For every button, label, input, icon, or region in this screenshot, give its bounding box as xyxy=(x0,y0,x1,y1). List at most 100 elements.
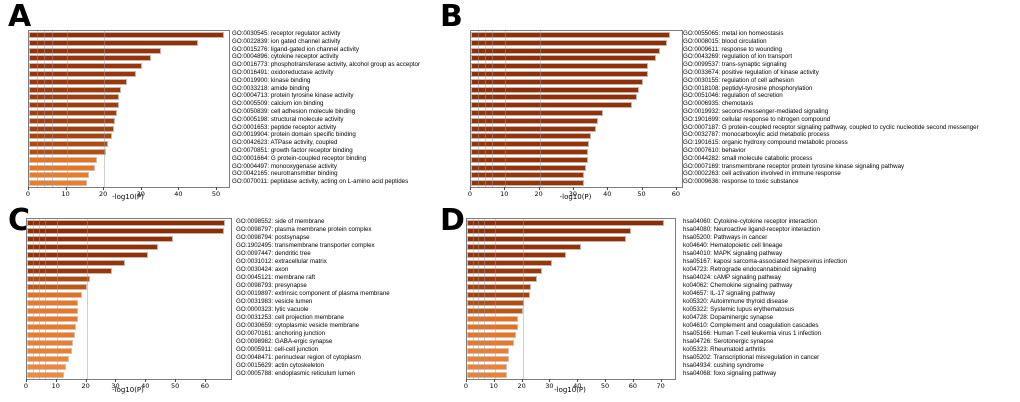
x-axis-ticks: 0 10 20 30 40 50 60 xyxy=(468,187,681,199)
term-label: GO:0019904: protein domain specific bind… xyxy=(232,131,356,139)
bar xyxy=(27,356,69,362)
bar xyxy=(467,292,530,298)
bar xyxy=(467,284,531,290)
term-label: GO:0030545: receptor regulator activity xyxy=(232,30,341,37)
term-label: GO:0007169: transmembrane receptor prote… xyxy=(683,162,905,170)
bar xyxy=(29,172,90,179)
x-tick-mark xyxy=(660,379,662,382)
gridline xyxy=(522,219,524,379)
x-axis-label: -log10(P) xyxy=(554,386,586,394)
term-label: hsa04726: Serotonergic synapse xyxy=(683,338,774,345)
bar xyxy=(27,332,75,338)
x-tick-label: 0 xyxy=(25,190,31,198)
x-tick-label: 10 xyxy=(51,382,60,390)
panel-letter-A: A xyxy=(8,0,32,34)
term-label: GO:0050839: cell adhesion molecule bindi… xyxy=(232,107,356,115)
term-label: ko04657: IL-17 signaling pathway xyxy=(683,290,776,297)
bar xyxy=(29,70,137,77)
bar xyxy=(467,316,519,322)
gridline xyxy=(477,31,479,187)
bar-chart-plot-area xyxy=(466,218,676,380)
term-label: GO:0031012: extracellular matrix xyxy=(236,258,327,265)
bar-chart-plot-area xyxy=(470,30,683,188)
bar xyxy=(471,31,670,38)
x-tick-mark xyxy=(65,187,67,190)
x-tick-mark xyxy=(28,187,29,190)
x-tick-mark xyxy=(103,187,105,190)
bar xyxy=(467,244,581,250)
term-label: GO:0006935: chemotaxis xyxy=(683,100,754,108)
term-label: GO:0016773: phosphotransferase activity,… xyxy=(232,61,421,69)
term-label: hsa04060: Cytokine-cytokine receptor int… xyxy=(683,218,818,225)
x-tick-label: 20 xyxy=(517,382,526,390)
term-label: GO:0004713: protein tyrosine kinase acti… xyxy=(232,92,354,100)
bar xyxy=(471,133,592,140)
x-tick-mark xyxy=(577,379,579,382)
bar-chart-plot-area xyxy=(28,30,230,188)
x-tick-label: 40 xyxy=(174,190,183,198)
term-label: GO:0004896: cytokine receptor activity xyxy=(232,53,339,61)
gridline xyxy=(472,219,474,379)
x-tick-mark xyxy=(675,187,677,190)
term-label: GO:0015629: actin cytoskeleton xyxy=(236,362,325,369)
x-tick-label: 30 xyxy=(111,382,120,390)
x-tick-mark xyxy=(632,379,634,382)
term-label: ko05320: Autoimmune thyroid disease xyxy=(683,298,788,305)
bar xyxy=(27,364,66,370)
term-label: ko04640: Hematopoietic cell lineage xyxy=(683,242,783,249)
gridline xyxy=(86,219,88,379)
x-tick-mark xyxy=(549,379,551,382)
x-tick-label: 0 xyxy=(23,382,29,390)
x-axis-ticks: 0 10 20 30 40 50 60 xyxy=(23,379,230,391)
term-label: GO:0097447: dendritic tree xyxy=(236,250,311,257)
x-tick-label: 60 xyxy=(628,382,637,390)
x-tick-mark xyxy=(466,379,467,382)
bar xyxy=(29,125,114,132)
term-label: GO:0098793: presynapse xyxy=(236,282,307,289)
x-tick-mark xyxy=(605,379,607,382)
term-label: GO:0098797: plasma membrane protein comp… xyxy=(236,226,372,233)
bar xyxy=(27,308,78,314)
term-label: ko04728: Dopaminergic synapse xyxy=(683,314,774,321)
gridline xyxy=(38,219,40,379)
term-label: GO:0019897: extrinsic component of plasm… xyxy=(236,290,390,297)
bar xyxy=(27,220,226,226)
bar xyxy=(471,86,640,93)
term-label: GO:0019932: second-messenger-mediated si… xyxy=(683,107,829,115)
bar xyxy=(467,220,665,226)
bar xyxy=(471,70,648,77)
x-tick-mark xyxy=(607,187,609,190)
x-tick-label: 30 xyxy=(568,190,578,198)
panel-A: A 0 10 20 30 40 50 -log10(P) GO:0030545: rece… xyxy=(0,0,510,202)
term-label: GO:0019900: kinase binding xyxy=(232,76,311,84)
term-label: GO:0009611: response to wounding xyxy=(683,45,782,53)
bar xyxy=(29,55,152,62)
term-label: GO:0031253: cell projection membrane xyxy=(236,314,344,321)
term-label: hsa05202: Transcriptional misregulation … xyxy=(683,354,820,361)
x-tick-mark xyxy=(145,379,147,382)
term-label: GO:0030155: regulation of cell adhesion xyxy=(683,76,794,84)
x-tick-label: 20 xyxy=(534,190,543,198)
x-tick-mark xyxy=(175,379,177,382)
bar xyxy=(29,31,225,38)
bar xyxy=(471,156,588,163)
x-tick-label: 40 xyxy=(141,382,150,390)
bar xyxy=(27,292,83,298)
gridline xyxy=(44,31,46,187)
bar xyxy=(27,244,159,250)
gridline xyxy=(539,31,541,187)
term-labels: GO:0030545: receptor regulator activity G… xyxy=(232,30,420,186)
x-tick-mark xyxy=(85,379,87,382)
gridline xyxy=(505,31,507,187)
x-tick-label: 50 xyxy=(211,190,221,198)
bar xyxy=(27,316,78,322)
term-label: GO:0018108: peptidyl-tyrosine phosphoryl… xyxy=(683,84,813,92)
term-label: hsa05200: Pathways in cancer xyxy=(683,234,768,241)
bar xyxy=(467,236,626,242)
x-tick-label: 30 xyxy=(545,382,554,390)
term-label: hsa05166: Human T-cell leukemia virus 1 … xyxy=(683,330,822,337)
term-label: GO:0032787: monocarboxylic acid metaboli… xyxy=(683,131,830,139)
term-label: GO:0016491: oxidoreductase activity xyxy=(232,68,334,76)
bar xyxy=(467,228,632,234)
